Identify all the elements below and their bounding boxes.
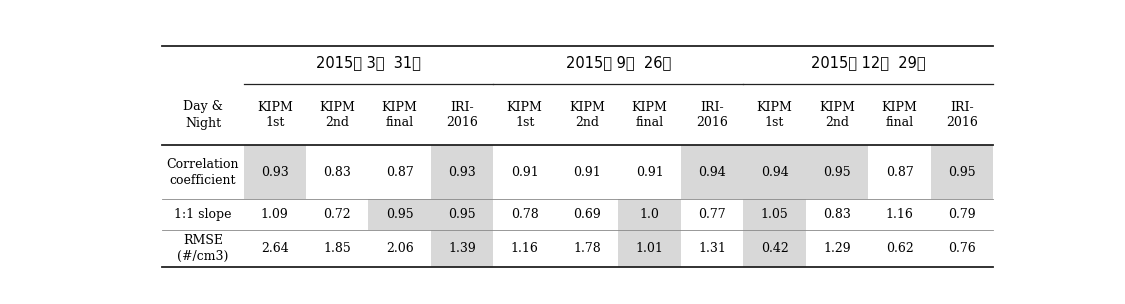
Text: 1.16: 1.16 bbox=[885, 208, 914, 221]
Text: IRI-
2016: IRI- 2016 bbox=[447, 101, 478, 129]
Bar bbox=[243, 145, 306, 199]
Bar bbox=[369, 199, 431, 230]
Text: 0.95: 0.95 bbox=[824, 166, 850, 179]
Text: 0.62: 0.62 bbox=[885, 242, 914, 255]
Bar bbox=[744, 199, 805, 230]
Bar bbox=[431, 145, 494, 199]
Text: IRI-
2016: IRI- 2016 bbox=[696, 101, 728, 129]
Text: 0.87: 0.87 bbox=[885, 166, 914, 179]
Text: 0.83: 0.83 bbox=[323, 166, 351, 179]
Text: 0.72: 0.72 bbox=[323, 208, 351, 221]
Text: 0.87: 0.87 bbox=[386, 166, 414, 179]
Text: 1.78: 1.78 bbox=[574, 242, 601, 255]
Text: 0.95: 0.95 bbox=[449, 208, 476, 221]
Bar bbox=[619, 230, 681, 267]
Text: 0.95: 0.95 bbox=[386, 208, 414, 221]
Text: 1.09: 1.09 bbox=[261, 208, 289, 221]
Text: 1.0: 1.0 bbox=[640, 208, 659, 221]
Text: 0.91: 0.91 bbox=[574, 166, 601, 179]
Text: 1.85: 1.85 bbox=[323, 242, 351, 255]
Text: 0.77: 0.77 bbox=[699, 208, 726, 221]
Text: 2015년 9월  26일: 2015년 9월 26일 bbox=[566, 55, 670, 70]
Text: 1.01: 1.01 bbox=[636, 242, 664, 255]
Text: 0.95: 0.95 bbox=[948, 166, 975, 179]
Text: Correlation
coefficient: Correlation coefficient bbox=[166, 158, 240, 187]
Text: 1.39: 1.39 bbox=[449, 242, 476, 255]
Text: 0.94: 0.94 bbox=[699, 166, 726, 179]
Text: 0.83: 0.83 bbox=[824, 208, 850, 221]
Text: 0.42: 0.42 bbox=[760, 242, 789, 255]
Text: KIPM
2nd: KIPM 2nd bbox=[319, 101, 356, 129]
Text: KIPM
1st: KIPM 1st bbox=[506, 101, 542, 129]
Text: 0.93: 0.93 bbox=[261, 166, 289, 179]
Text: IRI-
2016: IRI- 2016 bbox=[946, 101, 978, 129]
Text: 0.94: 0.94 bbox=[760, 166, 789, 179]
Text: KIPM
2nd: KIPM 2nd bbox=[569, 101, 605, 129]
Text: 2015년 3월  31일: 2015년 3월 31일 bbox=[316, 55, 421, 70]
Text: 0.78: 0.78 bbox=[511, 208, 539, 221]
Bar bbox=[744, 230, 805, 267]
Text: 0.76: 0.76 bbox=[948, 242, 976, 255]
Bar bbox=[431, 230, 494, 267]
Text: KIPM
final: KIPM final bbox=[632, 101, 667, 129]
Bar bbox=[930, 145, 993, 199]
Text: KIPM
1st: KIPM 1st bbox=[256, 101, 292, 129]
Text: 0.93: 0.93 bbox=[449, 166, 476, 179]
Bar bbox=[619, 199, 681, 230]
Bar bbox=[431, 199, 494, 230]
Text: 0.79: 0.79 bbox=[948, 208, 975, 221]
Text: 1.29: 1.29 bbox=[824, 242, 850, 255]
Text: 2.64: 2.64 bbox=[261, 242, 289, 255]
Text: 0.91: 0.91 bbox=[511, 166, 539, 179]
Text: Day &
Night: Day & Night bbox=[183, 100, 223, 130]
Text: 2.06: 2.06 bbox=[386, 242, 414, 255]
Text: 1.05: 1.05 bbox=[760, 208, 789, 221]
Text: 1.16: 1.16 bbox=[511, 242, 539, 255]
Text: 1.31: 1.31 bbox=[699, 242, 726, 255]
Bar bbox=[806, 145, 868, 199]
Bar bbox=[681, 145, 744, 199]
Text: 2015년 12월  29일: 2015년 12월 29일 bbox=[811, 55, 926, 70]
Text: KIPM
final: KIPM final bbox=[882, 101, 918, 129]
Bar bbox=[744, 145, 805, 199]
Text: KIPM
final: KIPM final bbox=[381, 101, 417, 129]
Text: KIPM
1st: KIPM 1st bbox=[757, 101, 792, 129]
Text: 0.91: 0.91 bbox=[636, 166, 664, 179]
Text: RMSE
(#/cm3): RMSE (#/cm3) bbox=[178, 234, 228, 263]
Text: 1:1 slope: 1:1 slope bbox=[174, 208, 232, 221]
Text: 0.69: 0.69 bbox=[574, 208, 601, 221]
Text: KIPM
2nd: KIPM 2nd bbox=[819, 101, 855, 129]
